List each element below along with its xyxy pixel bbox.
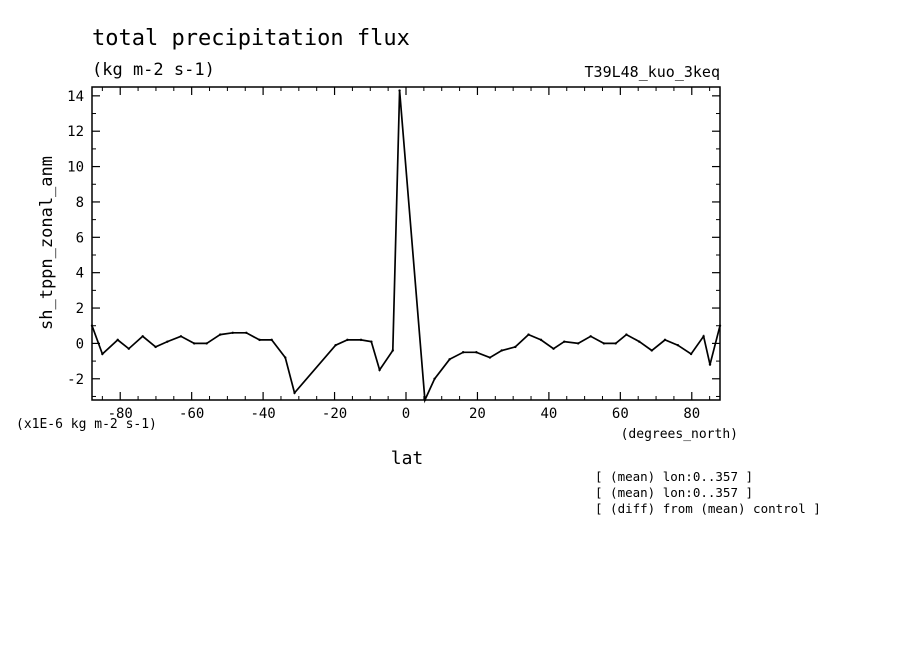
data-point — [614, 342, 617, 345]
data-point — [346, 338, 349, 342]
data-point — [90, 324, 94, 327]
data-point — [718, 324, 722, 327]
data-point — [663, 338, 667, 342]
data-point — [127, 347, 130, 350]
data-point — [433, 377, 436, 380]
y-tick-label: 4 — [76, 266, 84, 282]
data-point — [461, 351, 465, 354]
data-point — [270, 338, 273, 342]
data-point — [500, 349, 503, 352]
x-tick-label: 60 — [612, 406, 629, 422]
data-point — [576, 342, 580, 345]
data-point — [625, 333, 628, 336]
data-point — [602, 342, 606, 345]
data-point — [676, 343, 680, 347]
x-units-label: (degrees_north) — [621, 427, 738, 442]
y-scale-label: (x1E-6 kg m-2 s-1) — [16, 417, 157, 432]
data-point — [219, 333, 222, 336]
x-tick-label: -20 — [322, 406, 347, 422]
annotation-line-2: [ (mean) lon:0..357 ] — [595, 485, 753, 500]
data-point — [448, 358, 451, 361]
y-tick-label: 0 — [76, 336, 84, 352]
x-axis-label: lat — [391, 448, 424, 469]
annotation-line-1: [ (mean) lon:0..357 ] — [595, 469, 753, 484]
data-point — [702, 335, 705, 338]
data-point — [359, 338, 363, 342]
data-point — [245, 331, 248, 335]
data-point — [689, 352, 693, 356]
data-point — [650, 349, 653, 352]
data-point — [527, 333, 530, 336]
data-point — [552, 347, 555, 350]
data-point — [539, 338, 543, 342]
x-tick-labels: -80 -60 -40 -20 0 20 40 60 80 — [108, 406, 701, 422]
data-point — [589, 335, 592, 338]
data-point — [166, 340, 169, 343]
data-point — [284, 356, 287, 359]
x-tick-label: -80 — [108, 406, 133, 422]
run-label: T39L48_kuo_3keq — [585, 63, 720, 81]
y-tick-label: -2 — [67, 372, 84, 388]
y-tick-label: 10 — [67, 160, 84, 176]
y-tick-label: 8 — [76, 195, 84, 211]
data-point — [370, 340, 373, 343]
annotation-line-3: [ (diff) from (mean) control ] — [595, 501, 821, 516]
series-line — [91, 90, 721, 404]
data-point — [116, 338, 119, 342]
x-tick-label: 80 — [683, 406, 700, 422]
x-tick-label: -40 — [250, 406, 275, 422]
y-tick-labels: -2 0 2 4 6 8 10 12 14 — [67, 89, 84, 388]
data-point — [423, 398, 427, 402]
data-point — [638, 340, 641, 343]
data-point — [514, 345, 517, 349]
data-point — [398, 89, 401, 92]
x-tick-label: 0 — [402, 406, 410, 422]
data-point — [101, 352, 104, 356]
data-point — [192, 342, 196, 345]
data-point — [179, 335, 183, 338]
data-point — [258, 338, 261, 342]
data-point — [391, 349, 394, 352]
data-point — [334, 343, 337, 347]
y-tick-label: 12 — [67, 124, 84, 140]
x-tick-label: 40 — [540, 406, 557, 422]
data-point — [154, 345, 157, 349]
y-axis-label: sh_tppn_zonal_anm — [37, 156, 57, 330]
plot-frame — [91, 86, 721, 401]
data-point — [141, 335, 144, 338]
data-point — [708, 363, 712, 366]
data-point — [205, 342, 208, 345]
x-tick-label: -60 — [179, 406, 204, 422]
data-point — [293, 391, 296, 395]
data-point — [378, 368, 381, 372]
chart-title: total precipitation flux — [92, 26, 410, 51]
tick-marks — [92, 87, 720, 400]
series-points — [90, 89, 722, 402]
x-tick-label: 20 — [469, 406, 486, 422]
y-tick-label: 14 — [67, 89, 84, 105]
y-tick-label: 2 — [76, 301, 84, 317]
chart-subtitle: (kg m-2 s-1) — [92, 60, 215, 80]
data-point — [563, 340, 566, 343]
data-point — [475, 351, 478, 354]
y-tick-label: 6 — [76, 230, 84, 246]
data-point — [231, 331, 234, 335]
data-point — [488, 356, 492, 359]
